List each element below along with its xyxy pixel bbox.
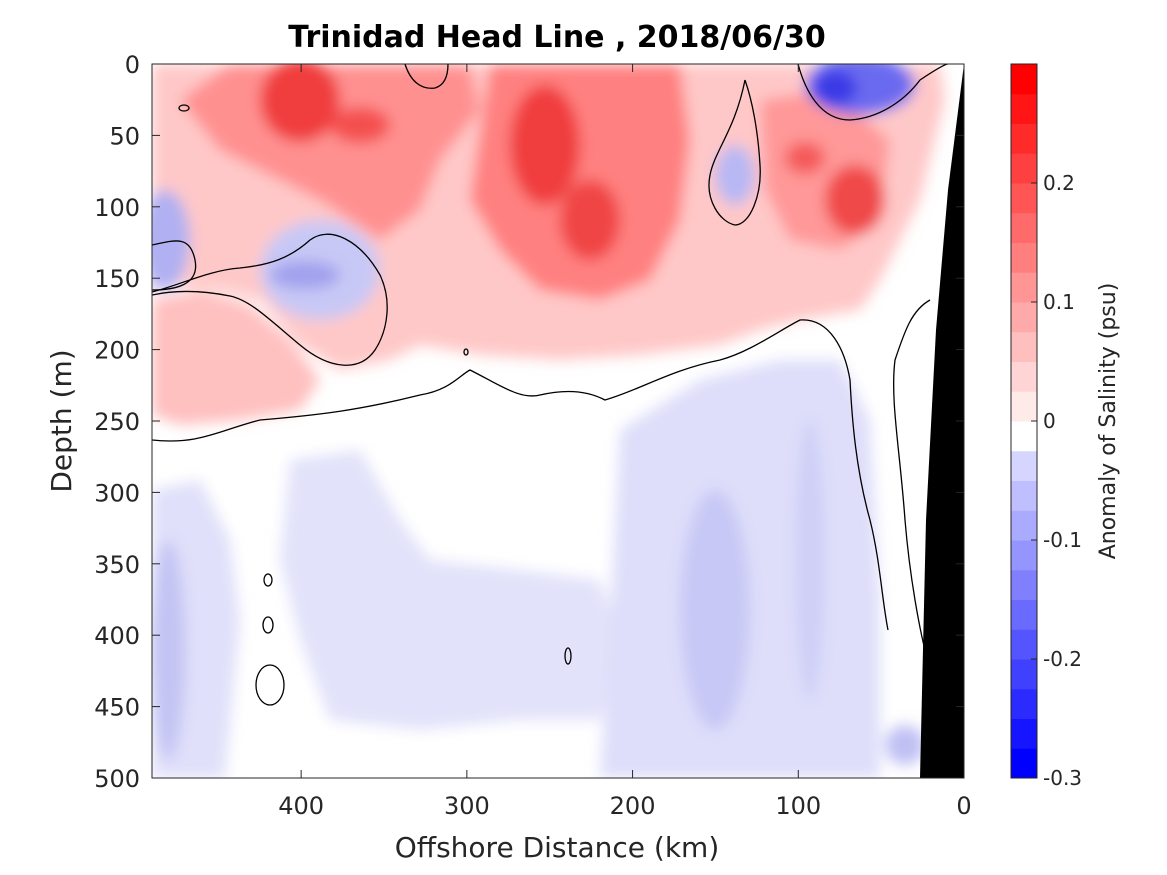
colorbar-tick-label: 0 [1043, 409, 1056, 433]
positive-lower-left [152, 290, 320, 425]
y-tick-label: 150 [94, 265, 140, 293]
colorbar-block [1011, 93, 1037, 124]
y-tick-label: 100 [94, 194, 140, 222]
colorbar-block [1011, 153, 1037, 184]
negative-pocket-390km-core [270, 261, 340, 289]
colorbar-block [1011, 688, 1037, 719]
y-tick-label: 450 [94, 694, 140, 722]
zero-contour-small-4 [564, 647, 572, 665]
negative-deep-west-core [152, 540, 186, 760]
colorbar-block [1011, 718, 1037, 749]
negative-pocket-west [152, 190, 190, 290]
colorbar-block [1011, 272, 1037, 303]
colorbar-block [1011, 212, 1037, 243]
positive-mid [180, 64, 480, 240]
zero-contour-upper [152, 233, 388, 366]
zero-contour-west [152, 240, 197, 291]
zero-contour-small-6 [463, 348, 469, 356]
colorbar-block [1011, 302, 1037, 333]
y-tick-label: 300 [94, 479, 140, 507]
colorbar-block [1011, 361, 1037, 392]
positive-core-350km [330, 107, 390, 143]
zero-contours [152, 64, 949, 706]
colorbar: 0.2 0.1 0 -0.1 -0.2 -0.3 Anomaly of Salinity … [1010, 63, 1121, 790]
colorbar-block [1011, 748, 1037, 779]
y-tick-label: 350 [94, 551, 140, 579]
negative-deep-core-30km [885, 725, 925, 765]
zero-contour-small-5 [178, 104, 190, 112]
colorbar-block [1011, 510, 1037, 541]
colorbar-tick-label: 0.2 [1043, 171, 1075, 195]
colorbar-block [1011, 540, 1037, 571]
x-axis-label: Offshore Distance (km) [395, 831, 720, 864]
x-tick-label: 200 [610, 792, 656, 820]
colorbar-block [1011, 421, 1037, 452]
colorbar-ticks: 0.2 0.1 0 -0.1 -0.2 -0.3 [1031, 171, 1082, 790]
colorbar-block [1011, 183, 1037, 214]
colorbar-block [1011, 242, 1037, 273]
colorbar-tick-label: 0.1 [1043, 290, 1075, 314]
y-tick-label: 500 [94, 765, 140, 793]
colorbar-block [1011, 569, 1037, 600]
zero-contour-small-3 [255, 664, 285, 706]
anomaly-field [152, 64, 945, 778]
negative-pocket-140km [715, 145, 755, 205]
x-tick-label: 100 [775, 792, 821, 820]
x-axis: 400 300 200 100 0 [278, 64, 972, 820]
colorbar-block [1011, 450, 1037, 481]
positive-core-220km [560, 180, 620, 260]
colorbar-blocks [1011, 63, 1037, 779]
colorbar-tick-label: -0.2 [1043, 647, 1082, 671]
x-tick-label: 0 [956, 792, 971, 820]
negative-deep-core-150km [680, 490, 750, 730]
zero-contour-coast [797, 64, 949, 121]
colorbar-block [1011, 64, 1037, 95]
colorbar-block [1011, 391, 1037, 422]
y-tick-label: 0 [125, 51, 140, 79]
y-tick-label: 200 [94, 337, 140, 365]
zero-contour-nearshore [893, 299, 931, 651]
y-tick-label: 400 [94, 622, 140, 650]
zero-contour-surface [404, 64, 449, 89]
zero-contour-small-1 [263, 573, 273, 587]
land-mask[interactable] [920, 64, 964, 778]
x-tick-label: 400 [278, 792, 324, 820]
colorbar-label: Anomaly of Salinity (psu) [1096, 283, 1121, 560]
colorbar-block [1011, 629, 1037, 660]
zero-contour-main [152, 319, 889, 631]
positive-core-250km [510, 85, 580, 205]
colorbar-block [1011, 659, 1037, 690]
colorbar-block [1011, 331, 1037, 362]
colorbar-tick-label: -0.1 [1043, 528, 1082, 552]
colorbar-block [1011, 480, 1037, 511]
positive-core-60km [825, 165, 885, 235]
plot-area [151, 63, 965, 779]
x-tick-label: 300 [444, 792, 490, 820]
colorbar-block [1011, 599, 1037, 630]
y-axis: 0 50 100 150 200 250 300 350 400 450 500 [94, 51, 964, 793]
chart-title: Trinidad Head Line , 2018/06/30 [288, 20, 825, 55]
zero-contour-small-2 [262, 616, 274, 634]
colorbar-tick-label: -0.3 [1043, 766, 1082, 790]
y-axis-label: Depth (m) [45, 349, 78, 492]
negative-deep-core-100km [795, 420, 825, 700]
colorbar-block [1011, 123, 1037, 154]
positive-core-90km [785, 142, 825, 174]
zero-contour-140km [708, 79, 761, 226]
y-tick-label: 250 [94, 408, 140, 436]
negative-deep-mid [280, 450, 620, 730]
negative-surface-core [813, 70, 857, 106]
positive-core-400km [260, 64, 340, 142]
y-tick-label: 50 [109, 122, 140, 150]
